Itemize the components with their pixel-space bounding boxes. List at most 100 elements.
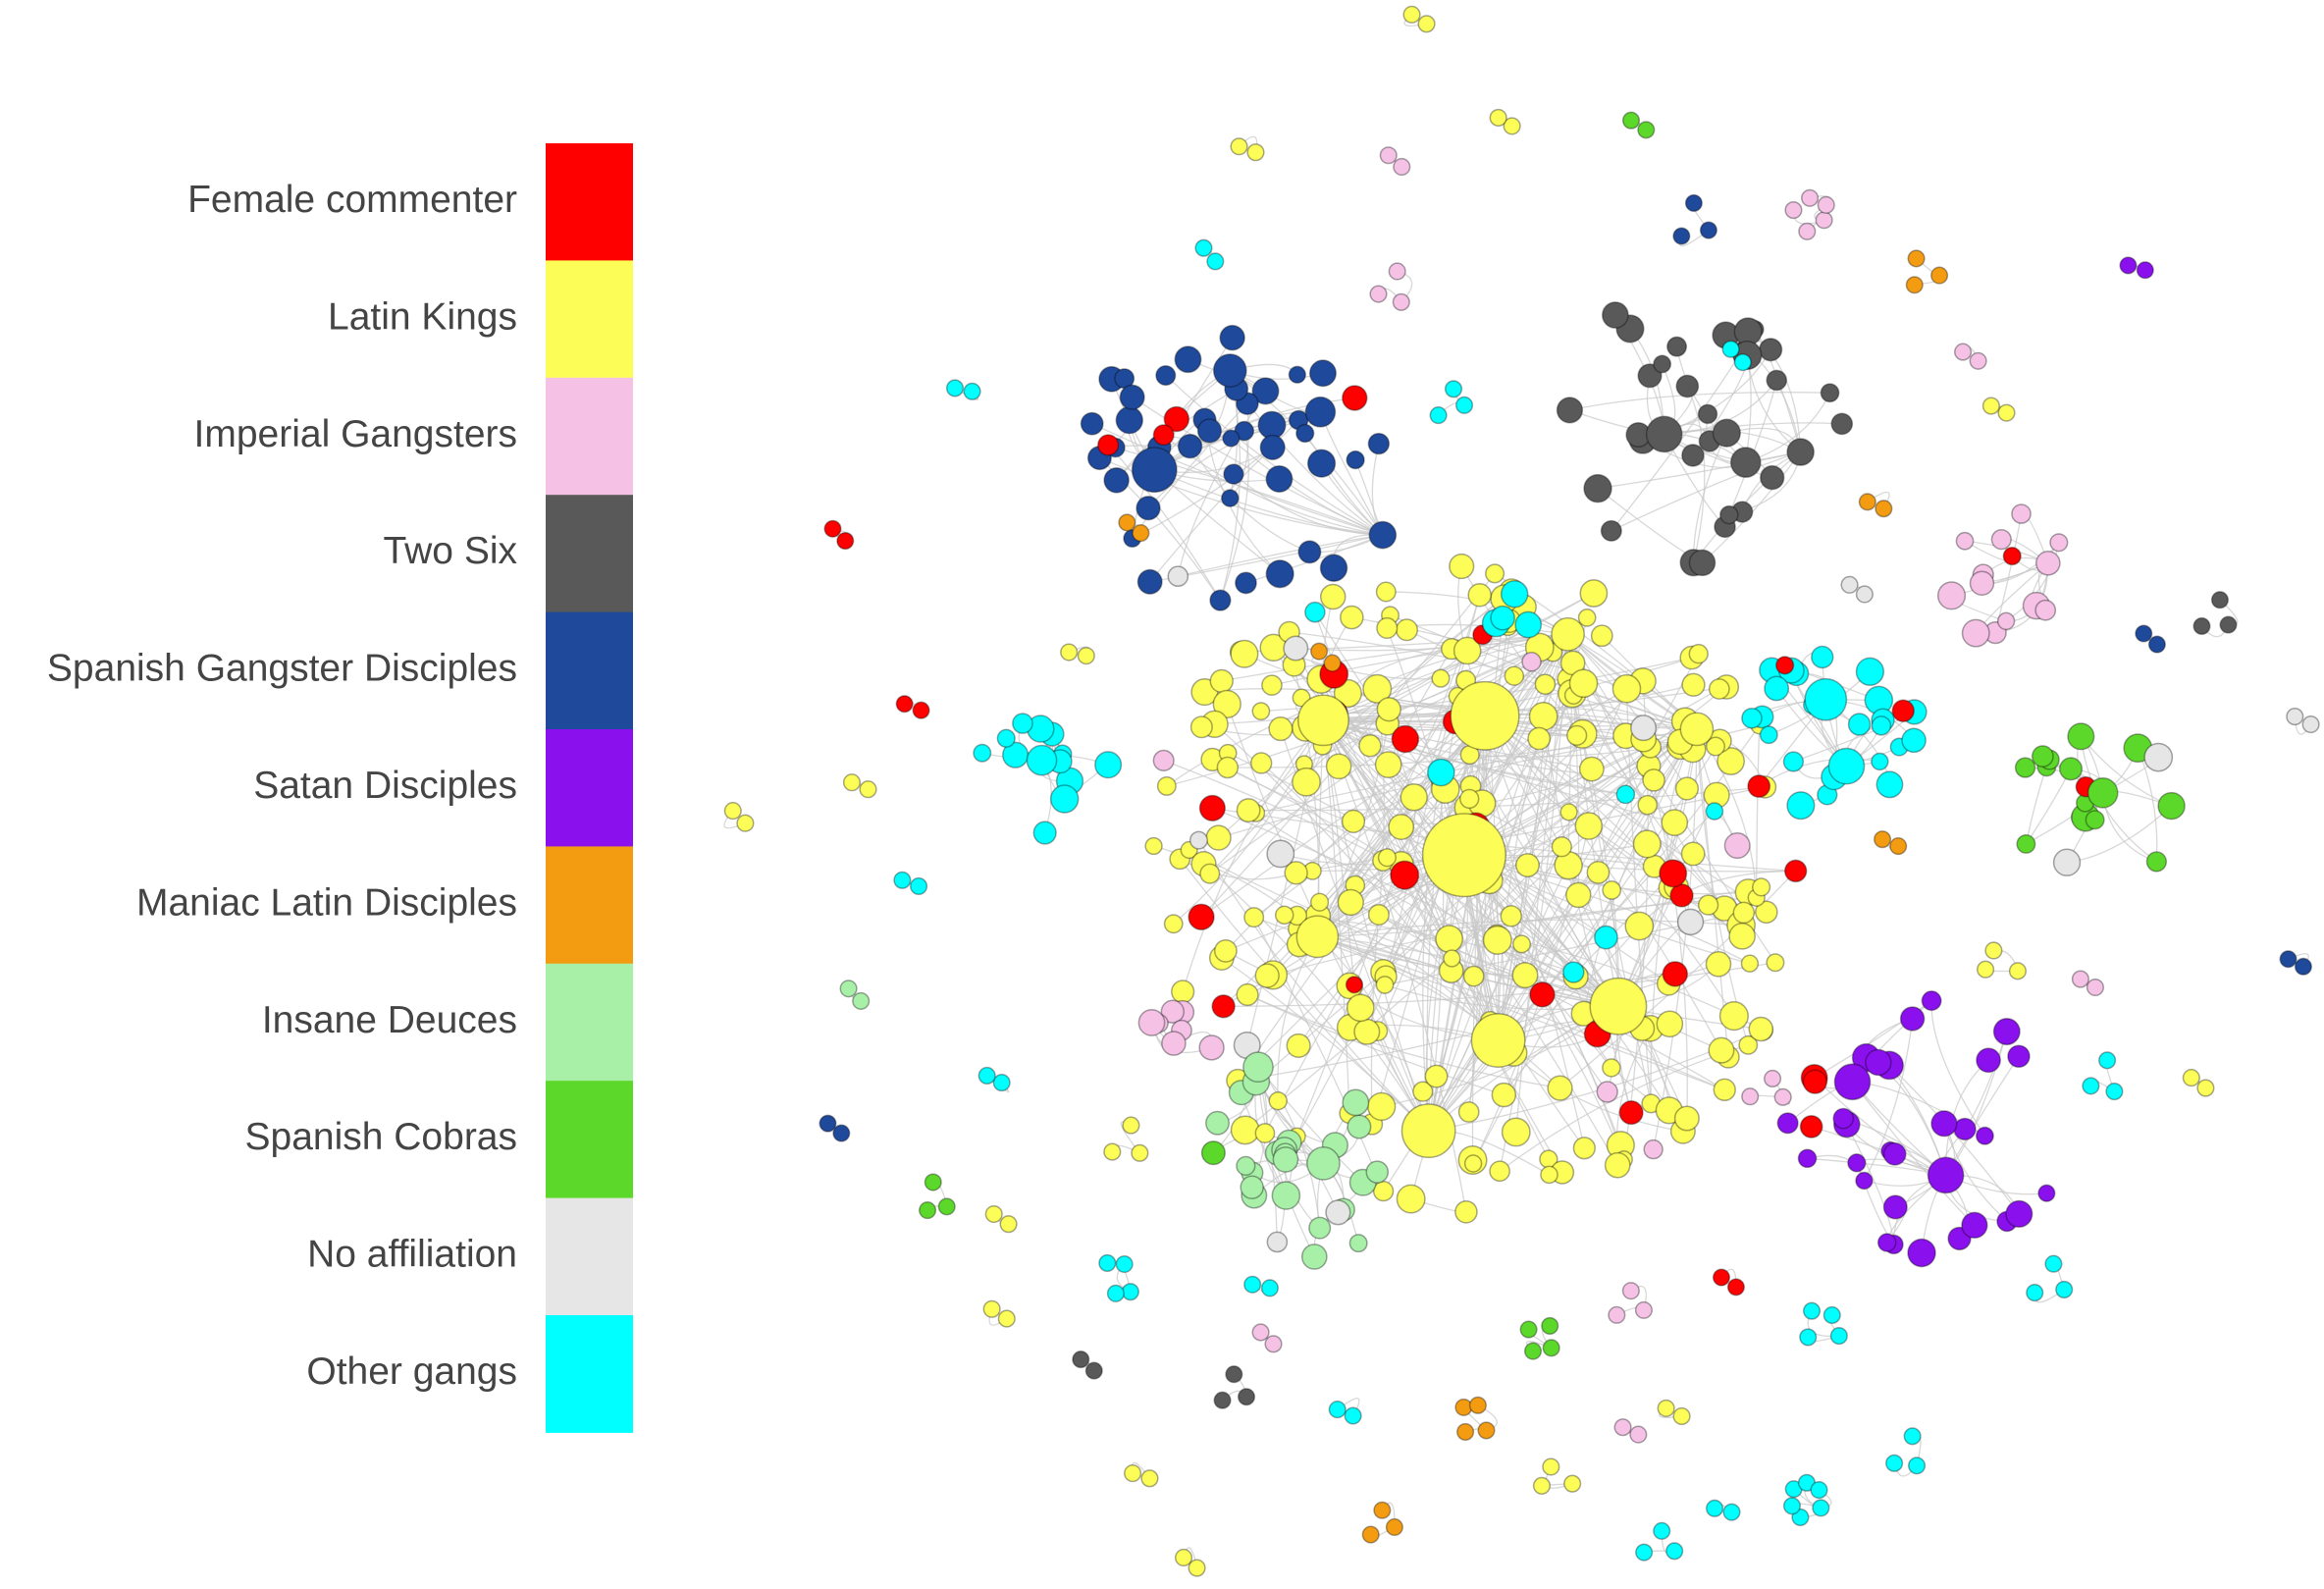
node xyxy=(2037,1184,2056,1202)
node xyxy=(1264,1335,1283,1353)
node xyxy=(2055,1280,2074,1298)
node xyxy=(1188,1559,1206,1577)
node xyxy=(1209,589,1232,611)
node xyxy=(1292,688,1311,708)
node xyxy=(1574,812,1604,840)
node xyxy=(1718,1001,1749,1032)
node xyxy=(1454,1199,1478,1224)
node xyxy=(1341,809,1366,833)
node xyxy=(1782,751,1805,772)
node xyxy=(1921,990,1942,1012)
node xyxy=(1468,1396,1487,1414)
node xyxy=(973,743,992,763)
node xyxy=(1424,1064,1449,1088)
node xyxy=(842,773,862,792)
node xyxy=(1395,618,1419,642)
legend-swatch xyxy=(546,846,633,965)
node xyxy=(1236,982,1259,1007)
edge xyxy=(1851,1081,1976,1226)
node xyxy=(1325,1199,1351,1226)
edge xyxy=(1197,839,1430,1132)
node xyxy=(1235,571,1257,595)
node xyxy=(1673,1105,1700,1132)
node xyxy=(1752,877,1771,897)
node xyxy=(1732,901,1756,925)
node xyxy=(1833,1063,1872,1101)
node xyxy=(2085,810,2105,830)
node xyxy=(1251,377,1280,405)
node xyxy=(832,1124,851,1142)
node xyxy=(1500,905,1523,927)
node xyxy=(1500,580,1529,609)
node xyxy=(1211,994,1236,1019)
node xyxy=(1489,1160,1510,1183)
node xyxy=(1832,1107,1855,1130)
node xyxy=(1049,784,1080,814)
node xyxy=(1297,694,1349,747)
node xyxy=(1656,1010,1684,1038)
node xyxy=(1728,923,1756,950)
node xyxy=(1527,726,1552,751)
edge xyxy=(1289,631,1698,730)
node xyxy=(1602,880,1622,900)
node xyxy=(1266,1231,1289,1253)
node xyxy=(1747,774,1771,798)
node xyxy=(1199,863,1221,884)
node xyxy=(1097,434,1120,456)
node xyxy=(1072,1351,1090,1369)
node xyxy=(1624,911,1655,941)
node xyxy=(1672,1406,1691,1425)
node xyxy=(1443,949,1461,968)
node xyxy=(1106,1284,1125,1302)
edge xyxy=(1178,534,1383,577)
node xyxy=(1152,749,1175,771)
node xyxy=(2044,1254,2063,1273)
node xyxy=(1136,568,1163,595)
node xyxy=(1156,775,1177,796)
node xyxy=(1908,1457,1927,1475)
legend-swatch xyxy=(546,1315,633,1433)
node xyxy=(1712,1268,1731,1287)
node xyxy=(1190,678,1219,707)
node xyxy=(1590,624,1613,648)
node xyxy=(1295,423,1315,444)
node xyxy=(2067,722,2095,751)
node xyxy=(1697,403,1718,425)
node xyxy=(2143,742,2174,772)
edge xyxy=(1200,715,1486,918)
node xyxy=(1855,1171,1874,1191)
edge xyxy=(1182,719,1324,992)
node xyxy=(1645,415,1683,453)
node xyxy=(2011,503,2032,524)
node xyxy=(1997,403,2016,422)
node xyxy=(1601,301,1629,329)
edge xyxy=(1497,634,1569,1041)
node xyxy=(1981,397,2000,415)
node xyxy=(1222,429,1241,448)
node xyxy=(2007,1044,2031,1069)
legend-swatch xyxy=(546,729,633,847)
edge xyxy=(1154,469,1383,536)
edge xyxy=(1204,688,1486,716)
node xyxy=(1542,1339,1560,1357)
node xyxy=(1118,513,1136,532)
node xyxy=(1388,262,1406,281)
node xyxy=(1618,1099,1644,1126)
legend-swatch xyxy=(546,495,633,613)
edge xyxy=(2025,768,2072,845)
node xyxy=(1385,1517,1403,1537)
node xyxy=(1140,1469,1159,1488)
node xyxy=(1200,1140,1226,1166)
node xyxy=(1726,1278,1745,1297)
node xyxy=(1369,285,1388,303)
legend-label: Two Six xyxy=(383,530,517,572)
node xyxy=(2147,635,2166,654)
node xyxy=(1579,579,1609,608)
node xyxy=(859,780,877,799)
node xyxy=(1799,1115,1823,1139)
node xyxy=(2105,1083,2124,1101)
node xyxy=(1927,1156,1965,1194)
node xyxy=(1713,1078,1736,1102)
node xyxy=(1542,1457,1560,1476)
node xyxy=(1306,1145,1341,1181)
